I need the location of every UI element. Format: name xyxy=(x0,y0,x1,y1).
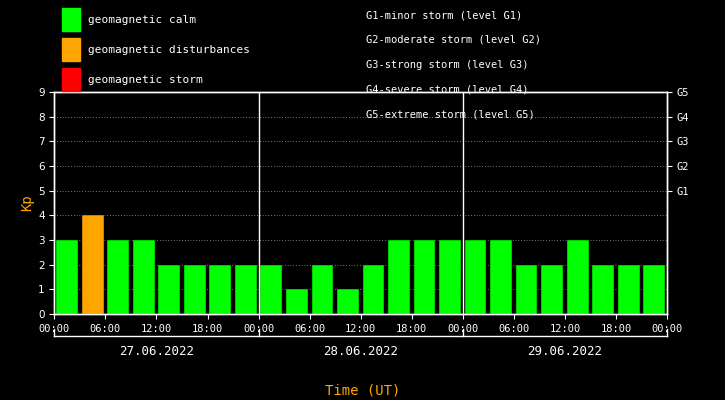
Y-axis label: Kp: Kp xyxy=(20,195,34,211)
Text: 27.06.2022: 27.06.2022 xyxy=(119,345,194,358)
Bar xyxy=(465,240,486,314)
Bar xyxy=(210,265,231,314)
Bar xyxy=(439,240,461,314)
Text: geomagnetic storm: geomagnetic storm xyxy=(88,74,203,85)
Bar xyxy=(567,240,589,314)
Bar xyxy=(286,289,307,314)
Bar xyxy=(388,240,410,314)
Bar xyxy=(235,265,257,314)
Bar xyxy=(414,240,435,314)
Bar xyxy=(107,240,129,314)
Text: G5-extreme storm (level G5): G5-extreme storm (level G5) xyxy=(366,109,535,119)
Bar xyxy=(82,215,104,314)
Bar xyxy=(57,240,78,314)
Bar xyxy=(337,289,359,314)
Text: 28.06.2022: 28.06.2022 xyxy=(323,345,398,358)
Text: geomagnetic disturbances: geomagnetic disturbances xyxy=(88,45,250,55)
Text: G4-severe storm (level G4): G4-severe storm (level G4) xyxy=(366,84,529,94)
Bar xyxy=(312,265,334,314)
Text: geomagnetic calm: geomagnetic calm xyxy=(88,15,196,25)
Bar xyxy=(542,265,563,314)
Text: G1-minor storm (level G1): G1-minor storm (level G1) xyxy=(366,10,523,20)
Bar xyxy=(260,265,282,314)
Bar xyxy=(184,265,206,314)
Bar xyxy=(490,240,512,314)
Text: 29.06.2022: 29.06.2022 xyxy=(527,345,602,358)
Bar xyxy=(643,265,665,314)
Bar xyxy=(133,240,154,314)
Bar xyxy=(592,265,614,314)
Bar xyxy=(362,265,384,314)
Bar xyxy=(618,265,639,314)
Text: G2-moderate storm (level G2): G2-moderate storm (level G2) xyxy=(366,35,541,45)
Text: G3-strong storm (level G3): G3-strong storm (level G3) xyxy=(366,60,529,70)
Text: Time (UT): Time (UT) xyxy=(325,384,400,398)
Bar xyxy=(158,265,180,314)
Bar xyxy=(515,265,537,314)
